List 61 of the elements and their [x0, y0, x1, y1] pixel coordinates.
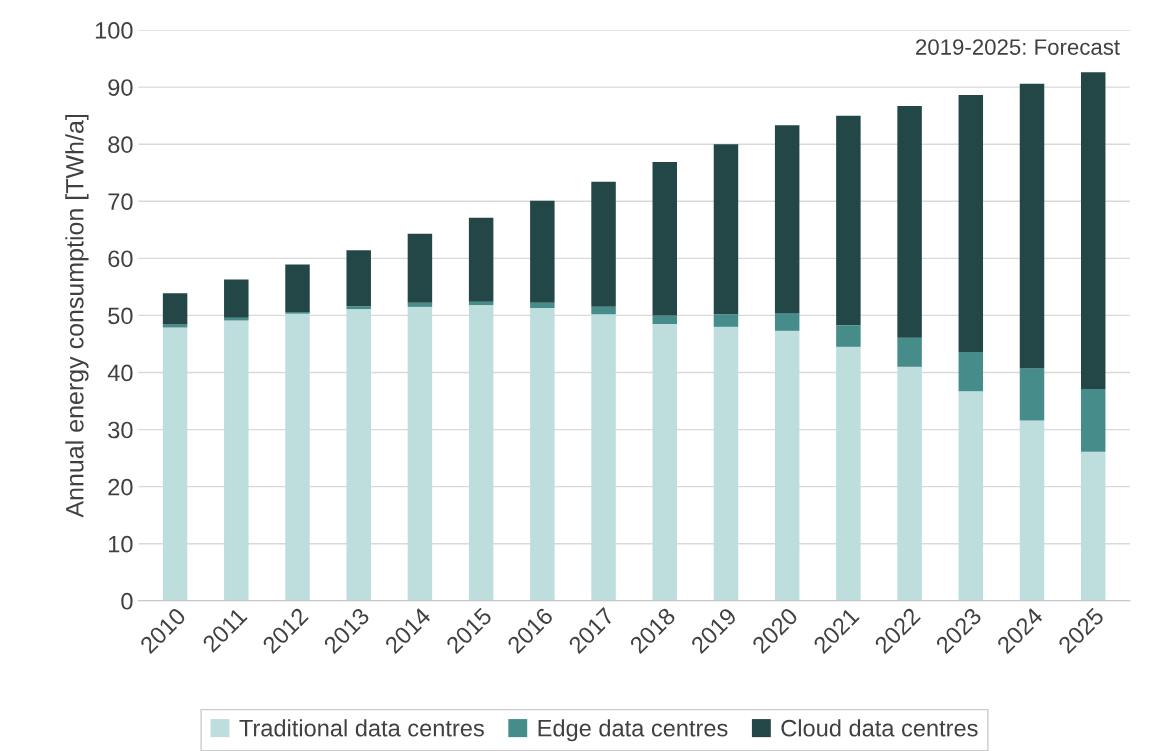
- bar: [958, 351, 984, 392]
- bar: [774, 313, 800, 331]
- legend-label: Edge data centres: [538, 719, 728, 742]
- bar: [652, 323, 677, 601]
- bar: [652, 161, 677, 316]
- bar: [224, 317, 249, 321]
- bar: [1019, 83, 1045, 369]
- bar: [897, 337, 922, 367]
- y-tick-label: 0: [121, 592, 133, 610]
- legend-label: Cloud data centres: [781, 719, 978, 737]
- bar: [897, 366, 922, 601]
- bar: [713, 326, 739, 601]
- bar: [774, 125, 800, 314]
- legend-label: Traditional data centres: [239, 719, 484, 737]
- y-tick-label: 90: [108, 79, 133, 96]
- y-tick-label: 40: [107, 364, 133, 382]
- bar: [346, 306, 371, 310]
- y-tick-label: 70: [108, 193, 133, 211]
- bar: [1080, 389, 1106, 452]
- bar: [1019, 420, 1045, 601]
- bar: [713, 314, 739, 327]
- bar: [162, 293, 188, 325]
- bar: [591, 181, 616, 307]
- bar: [285, 264, 310, 312]
- bar: [836, 346, 861, 601]
- bar: [1080, 72, 1106, 390]
- bar: [224, 279, 249, 318]
- bar: [285, 313, 310, 601]
- bar: [407, 302, 433, 307]
- bar: [591, 306, 616, 315]
- bar: [897, 105, 922, 338]
- bar: [652, 315, 677, 324]
- y-tick-label: 80: [108, 136, 133, 153]
- bar: [530, 302, 555, 308]
- bar: [591, 314, 616, 601]
- bar: [774, 330, 800, 601]
- y-tick-label: 10: [109, 535, 133, 553]
- y-tick-label: 60: [108, 250, 133, 268]
- bar: [713, 144, 739, 315]
- y-tick-label: 30: [108, 421, 133, 439]
- y-tick-label: 50: [108, 307, 133, 325]
- bar: [468, 217, 494, 302]
- bar: [958, 391, 984, 601]
- bar: [468, 305, 494, 601]
- bar: [346, 309, 371, 601]
- bar: [224, 320, 249, 601]
- bar: [1019, 368, 1045, 421]
- bar: [407, 233, 433, 303]
- bar: [162, 327, 188, 601]
- bar: [530, 308, 555, 601]
- bar: [836, 115, 861, 326]
- bar: [836, 325, 861, 347]
- y-tick-label: 100: [95, 22, 133, 39]
- annotation: 2019-2025: Forecast: [916, 39, 1120, 55]
- bar: [407, 306, 433, 601]
- y-axis-title: Annual energy consumption [TWh/a]: [65, 115, 89, 518]
- bar: [530, 200, 555, 303]
- bar: [346, 250, 371, 307]
- bar: [958, 95, 984, 352]
- y-tick-label: 20: [108, 478, 133, 496]
- bar: [1080, 451, 1106, 601]
